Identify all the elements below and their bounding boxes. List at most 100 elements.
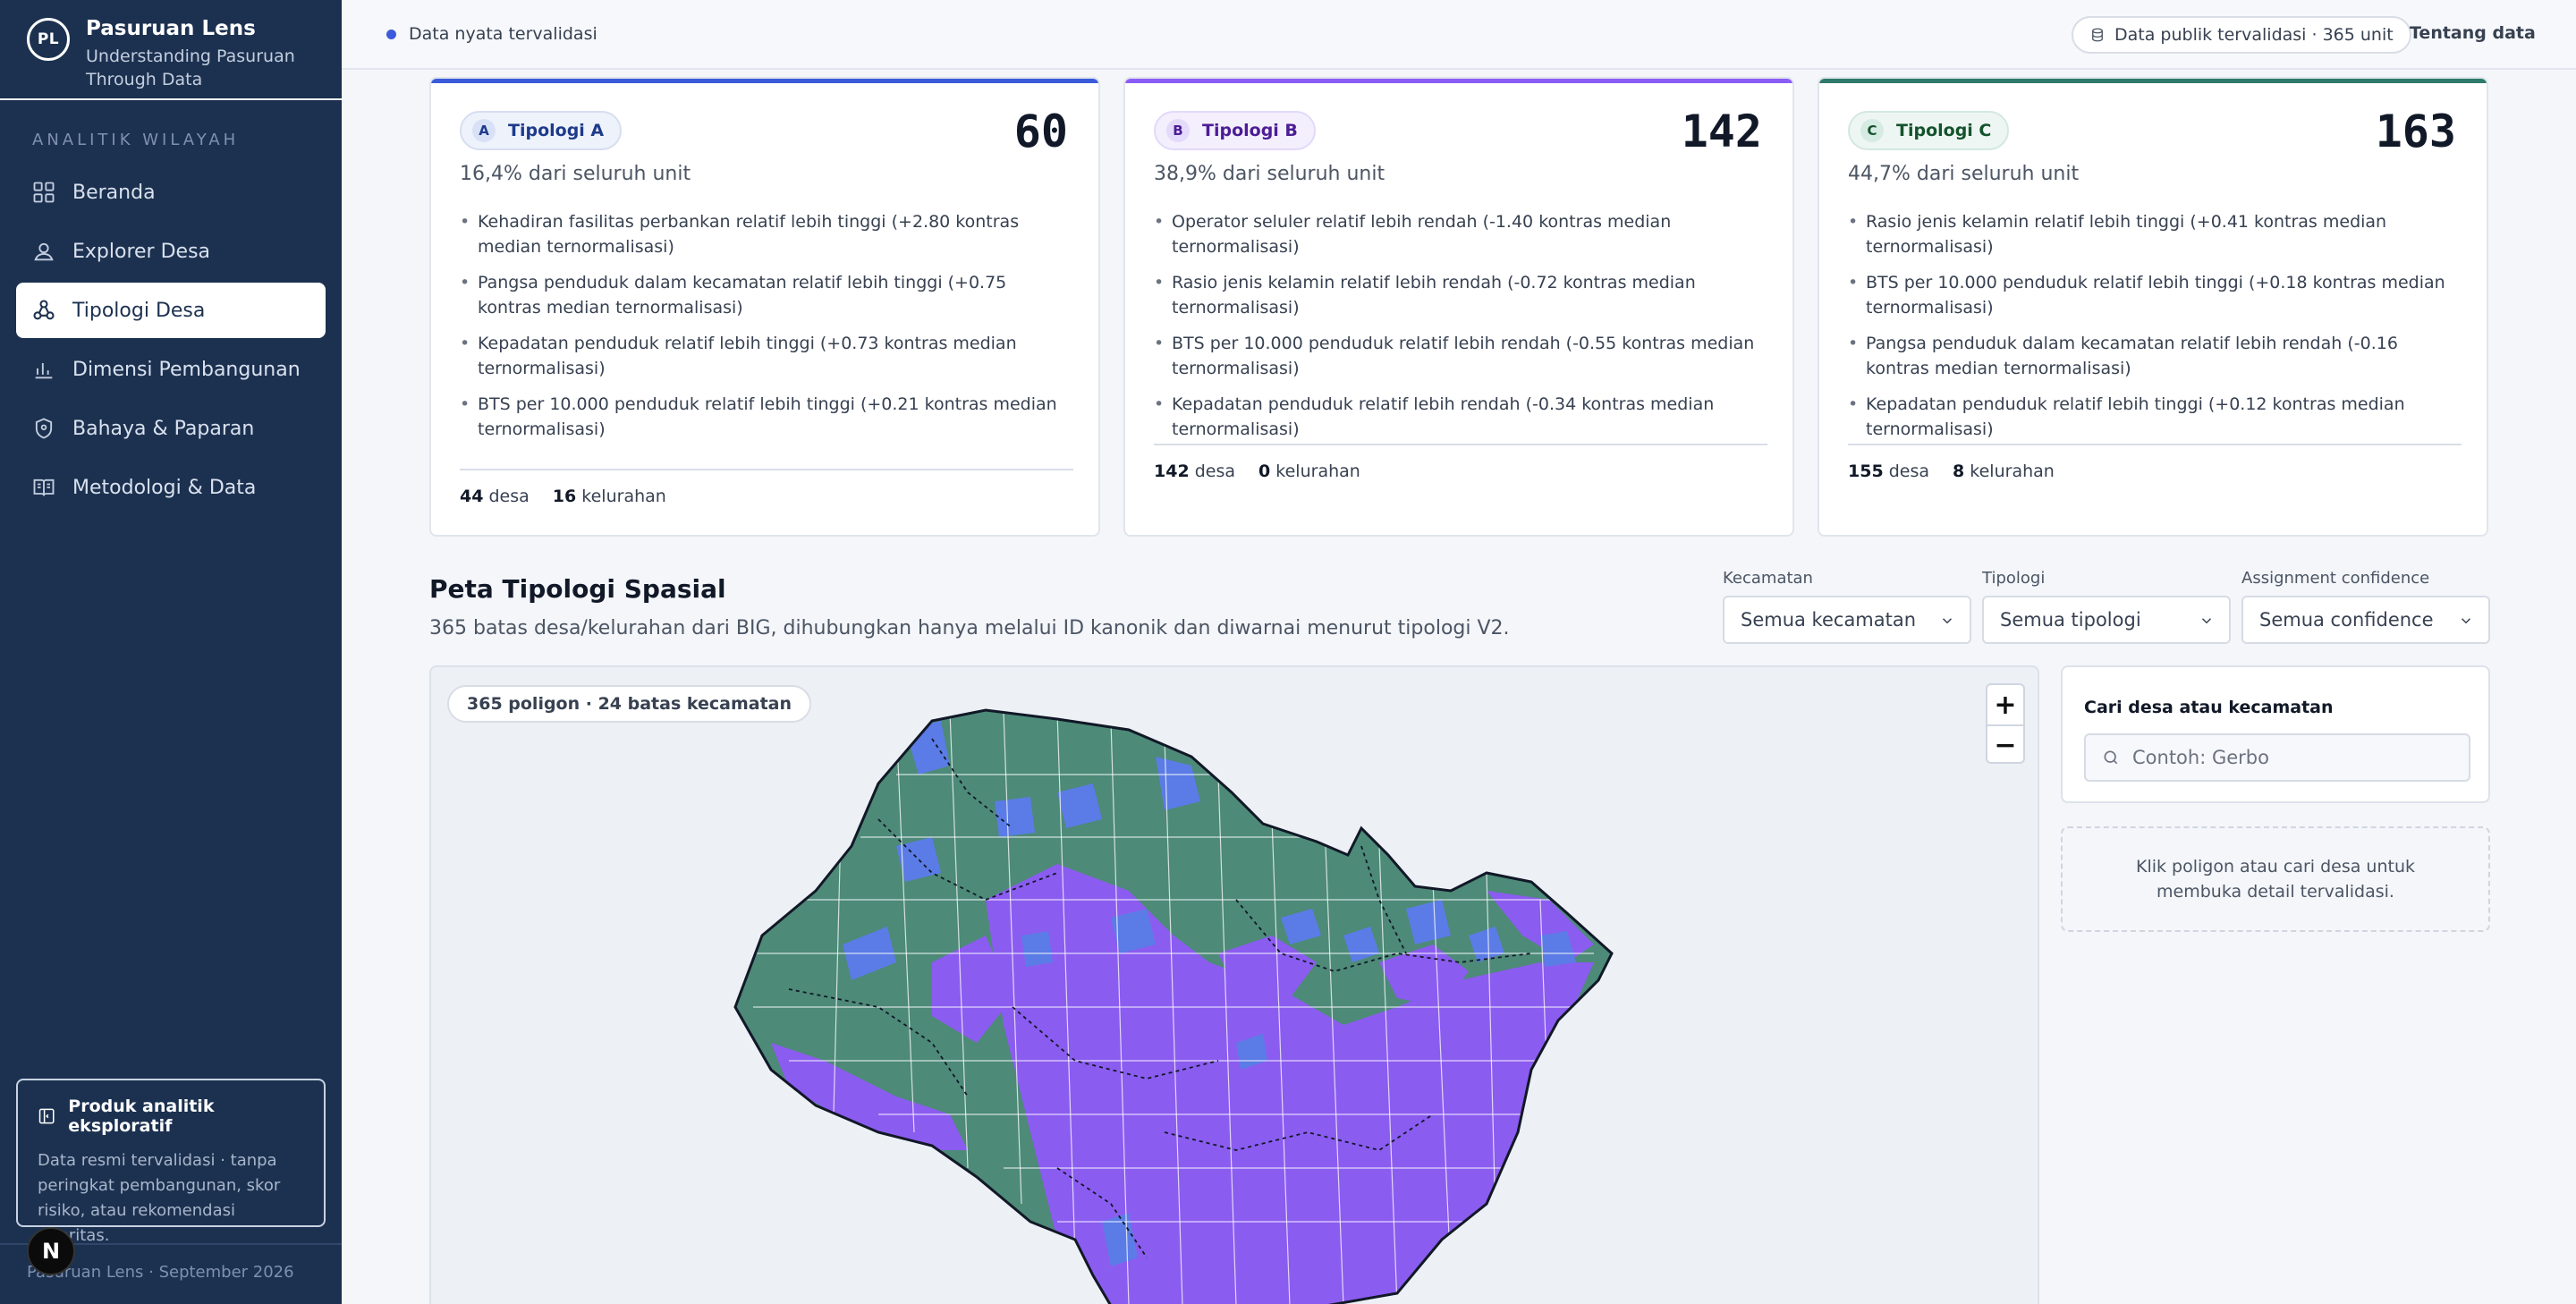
typology-letter: B (1166, 119, 1190, 142)
tipologi-select[interactable]: Semua tipologi (1982, 596, 2231, 644)
typology-name: Tipologi B (1202, 121, 1298, 140)
filter-label-tipologi: Tipologi (1982, 569, 2046, 588)
brand[interactable]: PL Pasuruan Lens Understanding Pasuruan … (27, 16, 309, 91)
typology-characteristics: Kehadiran fasilitas perbankan relatif le… (460, 209, 1073, 453)
typology-b-area (771, 1043, 968, 1150)
typology-map[interactable]: 365 poligon · 24 batas kecamatan + − (429, 665, 2039, 1304)
desa-count: 142 (1154, 461, 1190, 481)
typology-count: 163 (2375, 106, 2456, 157)
kecamatan-select[interactable]: Semua kecamatan (1723, 596, 1971, 644)
typology-polygons[interactable] (699, 667, 1683, 1304)
topbar: Data nyata tervalidasi Data publik terva… (342, 0, 2576, 70)
unit-breakdown: 44 desa 16 kelurahan (460, 487, 666, 506)
typology-letter: A (472, 119, 496, 142)
sidebar-item-label: Tipologi Desa (72, 299, 206, 322)
search-placeholder: Contoh: Gerbo (2132, 747, 2269, 768)
sidebar-item-bahaya-paparan[interactable]: Bahaya & Paparan (16, 401, 326, 456)
typology-letter: C (1860, 119, 1884, 142)
desa-count: 44 (460, 487, 484, 506)
unit-breakdown: 142 desa 0 kelurahan (1154, 461, 1360, 481)
typology-a-area (1021, 931, 1053, 967)
filter-label-kecamatan: Kecamatan (1723, 569, 1813, 588)
zoom-in-button[interactable]: + (1994, 689, 2017, 721)
typology-a-area (1406, 900, 1451, 944)
data-status: Data nyata tervalidasi (386, 24, 597, 44)
sidebar-item-beranda[interactable]: Beranda (16, 165, 326, 220)
data-public-pill[interactable]: Data publik tervalidasi · 365 unit (2072, 16, 2411, 54)
village-boundaries (753, 711, 1594, 1304)
typology-card-b: B Tipologi B 142 38,9% dari seluruh unit… (1123, 77, 1794, 537)
panel-icon (38, 1108, 55, 1124)
kelurahan-count: 8 (1953, 461, 1965, 481)
characteristic-item: Kepadatan penduduk relatif lebih tinggi … (460, 331, 1073, 381)
district-boundaries (788, 738, 1532, 1258)
search-input[interactable]: Contoh: Gerbo (2084, 733, 2470, 782)
zoom-out-button[interactable]: − (1987, 724, 2023, 764)
typology-badge: A Tipologi A (460, 111, 623, 150)
chevron-down-icon (2461, 618, 2471, 624)
card-divider (460, 469, 1073, 470)
typology-characteristics: Rasio jenis kelamin relatif lebih tinggi… (1848, 209, 2462, 453)
card-divider (1848, 444, 2462, 445)
brand-logo: PL (27, 18, 70, 61)
typology-characteristics: Operator seluler relatif lebih rendah (-… (1154, 209, 1767, 453)
search-label: Cari desa atau kecamatan (2084, 698, 2334, 717)
typology-badge: B Tipologi B (1154, 111, 1316, 150)
search-icon (2104, 750, 2118, 765)
characteristic-item: Pangsa penduduk dalam kecamatan relatif … (1848, 331, 2462, 381)
typology-a-area (1111, 909, 1156, 953)
about-data-link[interactable]: Tentang data (2410, 23, 2536, 43)
brand-title: Pasuruan Lens (86, 17, 256, 40)
typology-b-area (986, 864, 1594, 1304)
typology-card-a: A Tipologi A 60 16,4% dari seluruh unit … (429, 77, 1100, 537)
filter-label-confidence: Assignment confidence (2241, 569, 2430, 588)
sidebar-item-tipologi-desa[interactable]: Tipologi Desa (16, 283, 326, 338)
typology-b-area (1379, 944, 1469, 1007)
sidebar-item-label: Explorer Desa (72, 240, 211, 263)
typology-a-area (1057, 783, 1102, 828)
chevron-down-icon (1942, 618, 1953, 624)
grid-icon (33, 182, 55, 203)
map-section-title: Peta Tipologi Spasial (429, 574, 726, 604)
typology-share: 44,7% dari seluruh unit (1848, 163, 2080, 185)
sidebar-divider (0, 98, 342, 100)
info-card-text: Data resmi tervalidasi · tanpa peringkat… (38, 1151, 281, 1245)
typology-a-area (1540, 931, 1576, 967)
sidebar-nav: Beranda Explorer Desa Tipologi Desa Dime… (16, 165, 326, 519)
map-section-subtitle: 365 batas desa/kelurahan dari BIG, dihub… (429, 617, 1510, 639)
characteristic-item: BTS per 10.000 penduduk relatif lebih ti… (1848, 270, 2462, 320)
sidebar-item-metodologi-data[interactable]: Metodologi & Data (16, 460, 326, 515)
zoom-control: + − (1986, 683, 2025, 764)
characteristic-item: Pangsa penduduk dalam kecamatan relatif … (460, 270, 1073, 320)
brand-subtitle: Understanding Pasuruan Through Data (86, 47, 295, 89)
sidebar-item-explorer-desa[interactable]: Explorer Desa (16, 224, 326, 279)
typology-name: Tipologi C (1896, 121, 1992, 140)
regency-outline (733, 708, 1614, 1304)
chevron-down-icon (2201, 618, 2212, 624)
sidebar-item-dimensi-pembangunan[interactable]: Dimensi Pembangunan (16, 342, 326, 397)
bar-chart-icon (35, 363, 53, 379)
status-dot-icon (386, 29, 396, 39)
typology-count: 60 (1013, 106, 1068, 157)
database-icon (2092, 28, 2103, 42)
sidebar: PL Pasuruan Lens Understanding Pasuruan … (0, 0, 342, 1304)
shield-icon (35, 418, 53, 439)
typology-b-area (932, 936, 1013, 1043)
search-panel: Cari desa atau kecamatan Contoh: Gerbo (2061, 665, 2490, 803)
map-canvas[interactable] (431, 667, 2039, 1304)
selection-hint: Klik poligon atau cari desa untuk membuk… (2061, 826, 2490, 932)
confidence-select[interactable]: Semua confidence (2241, 596, 2490, 644)
network-icon (33, 300, 55, 320)
nav-section-label: ANALITIK WILAYAH (32, 131, 240, 149)
kelurahan-count: 16 (552, 487, 577, 506)
typology-count: 142 (1681, 106, 1762, 157)
sidebar-item-label: Bahaya & Paparan (72, 417, 255, 440)
typology-card-c: C Tipologi C 163 44,7% dari seluruh unit… (1818, 77, 2488, 537)
dev-tools-badge[interactable]: N (27, 1227, 75, 1275)
map-polygon-count: 365 poligon · 24 batas kecamatan (447, 685, 812, 723)
sidebar-item-label: Dimensi Pembangunan (72, 358, 301, 381)
card-accent-bar (1819, 79, 2487, 83)
typology-a-area (1281, 909, 1321, 944)
typology-b-area (1218, 936, 1317, 998)
user-icon (34, 242, 54, 261)
